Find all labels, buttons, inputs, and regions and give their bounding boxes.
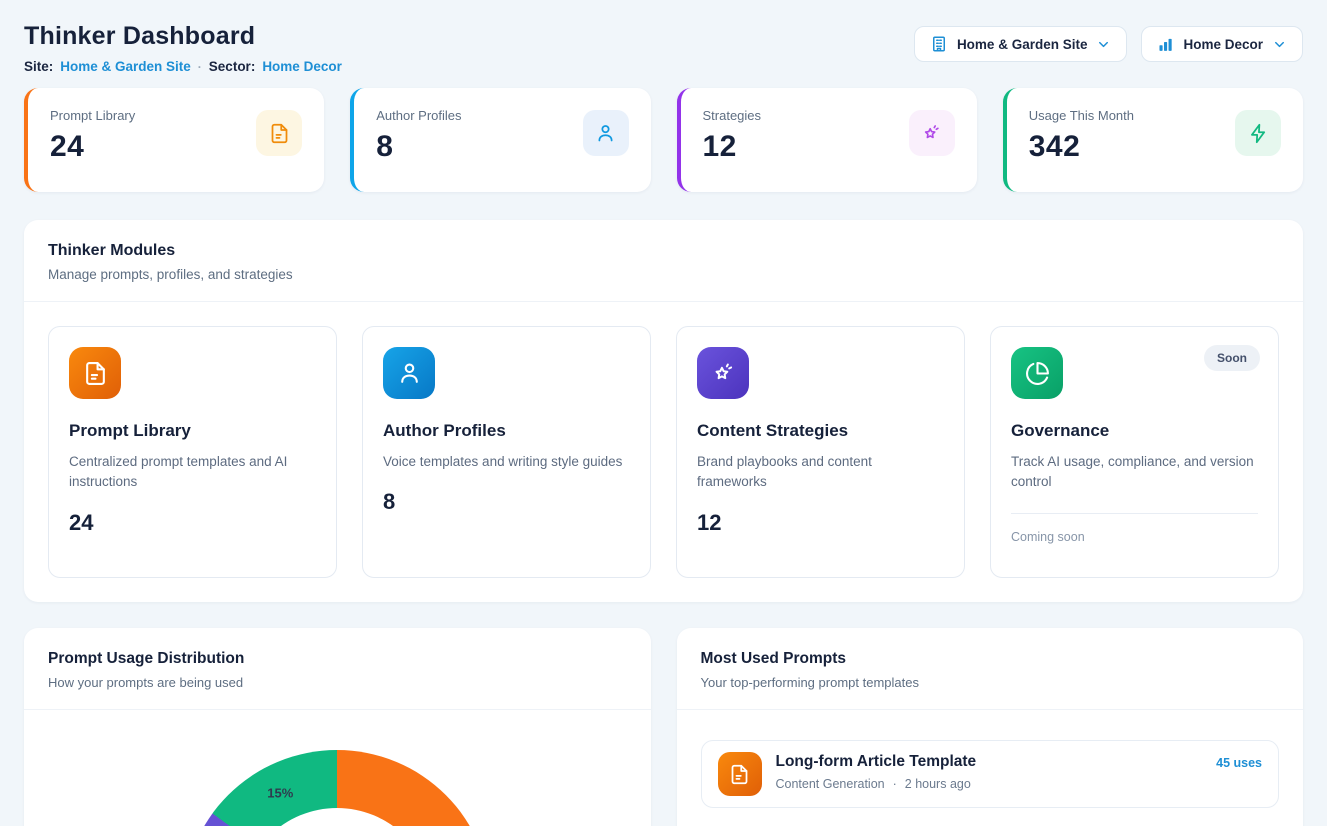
donut-chart-area: 15% xyxy=(24,710,651,826)
prompt-list-item[interactable]: Long-form Article Template Content Gener… xyxy=(701,740,1280,808)
module-divider xyxy=(1011,513,1258,514)
prompt-item-title: Long-form Article Template xyxy=(776,753,1203,771)
pie-chart-icon xyxy=(1011,347,1063,399)
meta-dot: · xyxy=(893,777,897,791)
module-count: 24 xyxy=(69,510,316,536)
site-label: Site: xyxy=(24,59,53,74)
prompt-item-category: Content Generation xyxy=(776,777,885,791)
prompt-item-time: 2 hours ago xyxy=(905,777,971,791)
file-text-icon xyxy=(718,752,762,796)
stats-row: Prompt Library 24 Author Profiles 8 Stra… xyxy=(24,88,1303,192)
donut-chart[interactable]: 15% xyxy=(183,750,491,826)
usage-card-subtitle: How your prompts are being used xyxy=(48,675,627,690)
usage-card-title: Prompt Usage Distribution xyxy=(48,650,627,668)
module-count: 12 xyxy=(697,510,944,536)
most-used-title: Most Used Prompts xyxy=(701,650,1280,668)
thinker-modules-panel: Thinker Modules Manage prompts, profiles… xyxy=(24,220,1303,602)
module-description: Track AI usage, compliance, and version … xyxy=(1011,452,1258,493)
file-text-icon xyxy=(69,347,121,399)
stat-value: 24 xyxy=(50,130,135,164)
page-header: Thinker Dashboard Site: Home & Garden Si… xyxy=(24,22,1303,74)
site-selector-dropdown[interactable]: Home & Garden Site xyxy=(914,26,1128,62)
module-count: 8 xyxy=(383,489,630,515)
stat-card-usage: Usage This Month 342 xyxy=(1003,88,1303,192)
sector-link[interactable]: Home Decor xyxy=(262,59,342,74)
module-card-content-strategies[interactable]: Content Strategies Brand playbooks and c… xyxy=(676,326,965,578)
stat-label: Usage This Month xyxy=(1029,108,1134,123)
bar-chart-icon xyxy=(1157,36,1174,53)
module-description: Brand playbooks and content frameworks xyxy=(697,452,944,493)
stat-card-strategies: Strategies 12 xyxy=(677,88,977,192)
module-description: Centralized prompt templates and AI inst… xyxy=(69,452,316,493)
stat-value: 342 xyxy=(1029,130,1134,164)
module-card-author-profiles[interactable]: Author Profiles Voice templates and writ… xyxy=(362,326,651,578)
user-icon xyxy=(383,347,435,399)
chevron-down-icon xyxy=(1096,37,1111,52)
breadcrumb-dot: · xyxy=(198,60,202,74)
most-used-prompts-card: Most Used Prompts Your top-performing pr… xyxy=(677,628,1304,826)
prompt-item-meta: Content Generation · 2 hours ago xyxy=(776,777,1203,791)
stat-value: 8 xyxy=(376,130,461,164)
modules-panel-title: Thinker Modules xyxy=(48,242,1279,260)
usage-card-header: Prompt Usage Distribution How your promp… xyxy=(24,628,651,710)
header-left: Thinker Dashboard Site: Home & Garden Si… xyxy=(24,22,342,74)
prompt-item-body: Long-form Article Template Content Gener… xyxy=(776,752,1203,791)
site-selector-label: Home & Garden Site xyxy=(957,37,1088,52)
stat-value: 12 xyxy=(703,130,762,164)
chevron-down-icon xyxy=(1272,37,1287,52)
prompt-list: Long-form Article Template Content Gener… xyxy=(677,710,1304,826)
module-title: Author Profiles xyxy=(383,421,630,441)
building-icon xyxy=(930,35,948,53)
stat-text: Author Profiles 8 xyxy=(376,108,461,164)
stat-label: Strategies xyxy=(703,108,762,123)
modules-grid: Prompt Library Centralized prompt templa… xyxy=(24,302,1303,602)
site-link[interactable]: Home & Garden Site xyxy=(60,59,191,74)
site-breadcrumb: Site: Home & Garden Site · Sector: Home … xyxy=(24,59,342,74)
stat-text: Usage This Month 342 xyxy=(1029,108,1134,164)
donut-segment-label: 15% xyxy=(267,786,293,801)
modules-panel-subtitle: Manage prompts, profiles, and strategies xyxy=(48,267,1279,282)
module-title: Content Strategies xyxy=(697,421,944,441)
sector-selector-dropdown[interactable]: Home Decor xyxy=(1141,26,1303,62)
coming-soon-note: Coming soon xyxy=(1011,530,1258,544)
stat-label: Prompt Library xyxy=(50,108,135,123)
sparkle-star-icon xyxy=(697,347,749,399)
most-used-subtitle: Your top-performing prompt templates xyxy=(701,675,1280,690)
page-title: Thinker Dashboard xyxy=(24,22,342,51)
header-controls: Home & Garden Site Home Decor xyxy=(914,26,1303,62)
module-description: Voice templates and writing style guides xyxy=(383,452,630,472)
stat-text: Prompt Library 24 xyxy=(50,108,135,164)
module-card-prompt-library[interactable]: Prompt Library Centralized prompt templa… xyxy=(48,326,337,578)
most-used-header: Most Used Prompts Your top-performing pr… xyxy=(677,628,1304,710)
usage-distribution-card: Prompt Usage Distribution How your promp… xyxy=(24,628,651,826)
module-card-governance[interactable]: Soon Governance Track AI usage, complian… xyxy=(990,326,1279,578)
bottom-row: Prompt Usage Distribution How your promp… xyxy=(24,628,1303,826)
stat-text: Strategies 12 xyxy=(703,108,762,164)
zap-icon xyxy=(1235,110,1281,156)
user-icon xyxy=(583,110,629,156)
module-title: Prompt Library xyxy=(69,421,316,441)
prompt-uses-badge: 45 uses xyxy=(1216,752,1262,770)
modules-panel-header: Thinker Modules Manage prompts, profiles… xyxy=(24,220,1303,302)
soon-badge: Soon xyxy=(1204,345,1260,371)
module-title: Governance xyxy=(1011,421,1258,441)
stat-label: Author Profiles xyxy=(376,108,461,123)
sparkle-star-icon xyxy=(909,110,955,156)
sector-selector-label: Home Decor xyxy=(1183,37,1263,52)
file-text-icon xyxy=(256,110,302,156)
sector-label: Sector: xyxy=(209,59,256,74)
stat-card-author-profiles: Author Profiles 8 xyxy=(350,88,650,192)
stat-card-prompt-library: Prompt Library 24 xyxy=(24,88,324,192)
